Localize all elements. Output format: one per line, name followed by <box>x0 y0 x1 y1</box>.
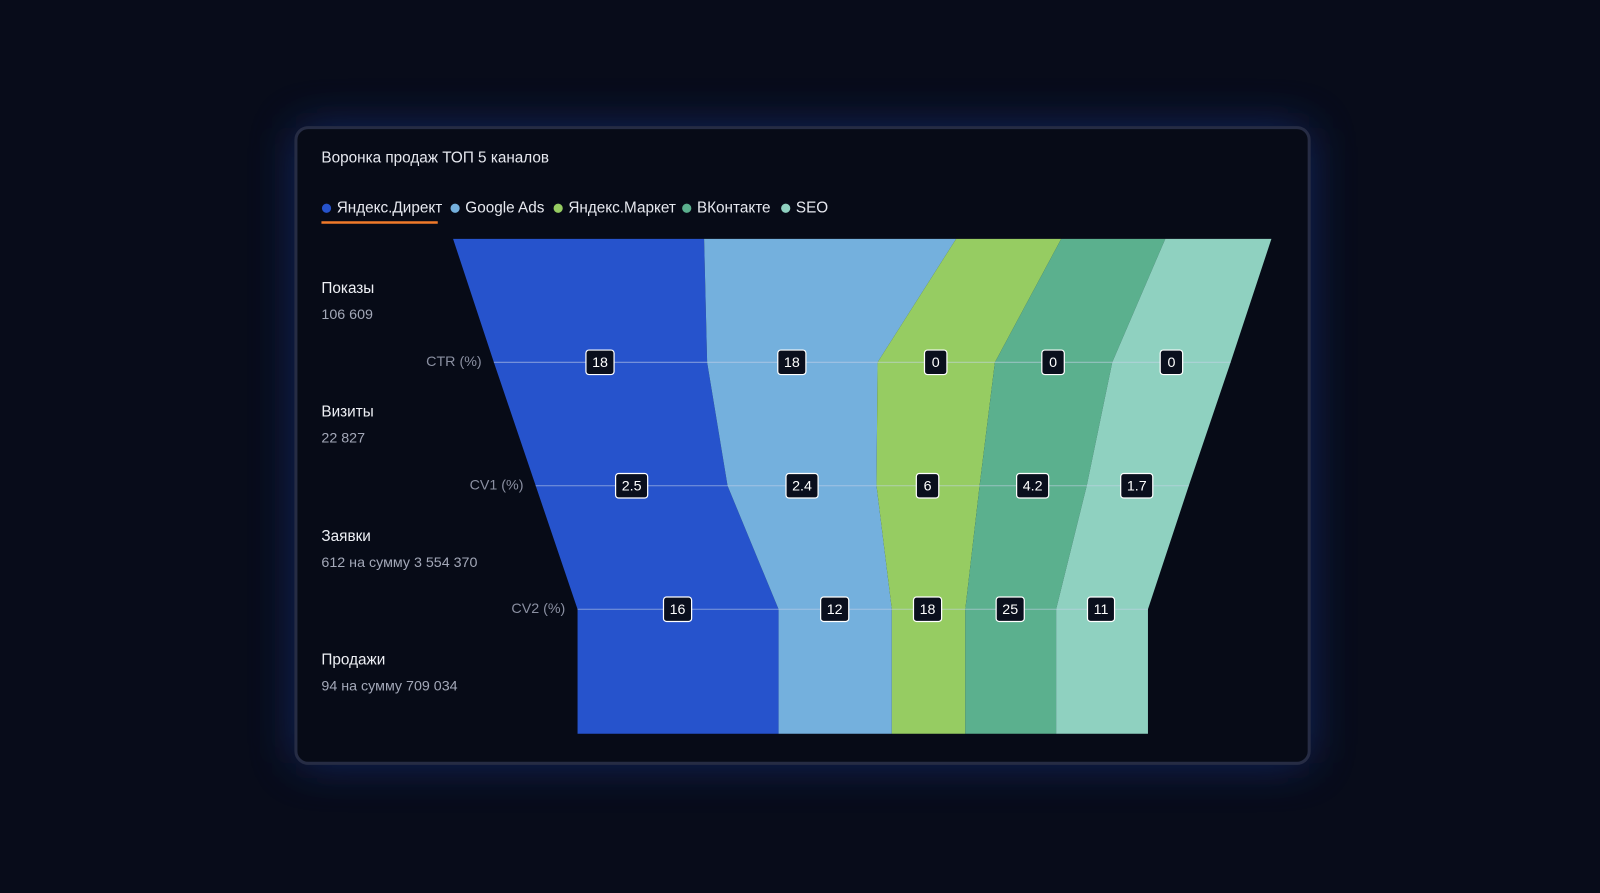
rate-value: 12 <box>827 602 843 618</box>
rate-box <box>923 349 948 376</box>
rate-box <box>785 472 819 499</box>
rate-label: CV2 (%) <box>511 601 565 617</box>
rate-box <box>995 596 1025 623</box>
stage-name: Заявки <box>321 528 370 545</box>
rate-box <box>585 349 615 376</box>
stage-name: Визиты <box>321 403 373 420</box>
legend-label[interactable]: Яндекс.Директ <box>337 199 442 216</box>
legend-dot <box>781 203 791 213</box>
chart-title: Воронка продаж ТОП 5 каналов <box>321 149 549 166</box>
rate-value: 4.2 <box>1023 479 1043 495</box>
rate-value: 16 <box>670 602 686 618</box>
rate-value: 0 <box>932 355 940 371</box>
rate-value: 1.7 <box>1127 479 1147 495</box>
rate-box <box>1015 472 1050 499</box>
stage-value: 22 827 <box>321 431 365 447</box>
rate-box <box>777 349 807 376</box>
rate-value: 2.4 <box>792 479 812 495</box>
rate-box <box>912 596 943 623</box>
rate-value: 2.5 <box>622 479 642 495</box>
overlay: CTR (%) 18 18 0 0 0 CV1 (%) 2.5 2.4 6 4.2 1.7 CV2 (%… <box>426 349 1231 623</box>
rate-value: 0 <box>1049 355 1057 371</box>
rate-box <box>662 596 693 623</box>
rate-value: 18 <box>920 602 936 618</box>
rate-value: 18 <box>592 355 608 371</box>
rate-box <box>915 472 940 499</box>
legend-dot <box>450 203 460 213</box>
stage-value: 106 609 <box>321 307 373 323</box>
stage-name: Продажи <box>321 651 385 668</box>
rate-label: CTR (%) <box>426 354 481 370</box>
rate-value: 6 <box>924 479 932 495</box>
legend-label[interactable]: ВКонтакте <box>697 199 771 216</box>
rate-box <box>820 596 850 623</box>
legend-label[interactable]: Google Ads <box>465 199 544 216</box>
rate-value: 18 <box>784 355 800 371</box>
rate-value: 11 <box>1094 602 1109 618</box>
stage-value: 94 на сумму 709 034 <box>321 679 457 695</box>
legend-label[interactable]: Яндекс.Маркет <box>568 199 675 216</box>
rate-label: CV1 (%) <box>470 478 524 494</box>
legend-dot <box>553 203 563 213</box>
legend-label[interactable]: SEO <box>796 199 828 216</box>
stage-name: Показы <box>321 280 374 297</box>
stage-value: 612 на сумму 3 554 370 <box>321 555 477 571</box>
rate-box <box>1041 349 1065 376</box>
rate-box <box>1086 596 1116 623</box>
rate-box <box>1120 472 1154 499</box>
rate-value: 0 <box>1167 355 1175 371</box>
legend-dot <box>682 203 692 213</box>
legend-dot <box>321 203 332 213</box>
rate-box <box>614 472 649 499</box>
rate-box <box>1159 349 1184 376</box>
rate-value: 25 <box>1002 602 1018 618</box>
